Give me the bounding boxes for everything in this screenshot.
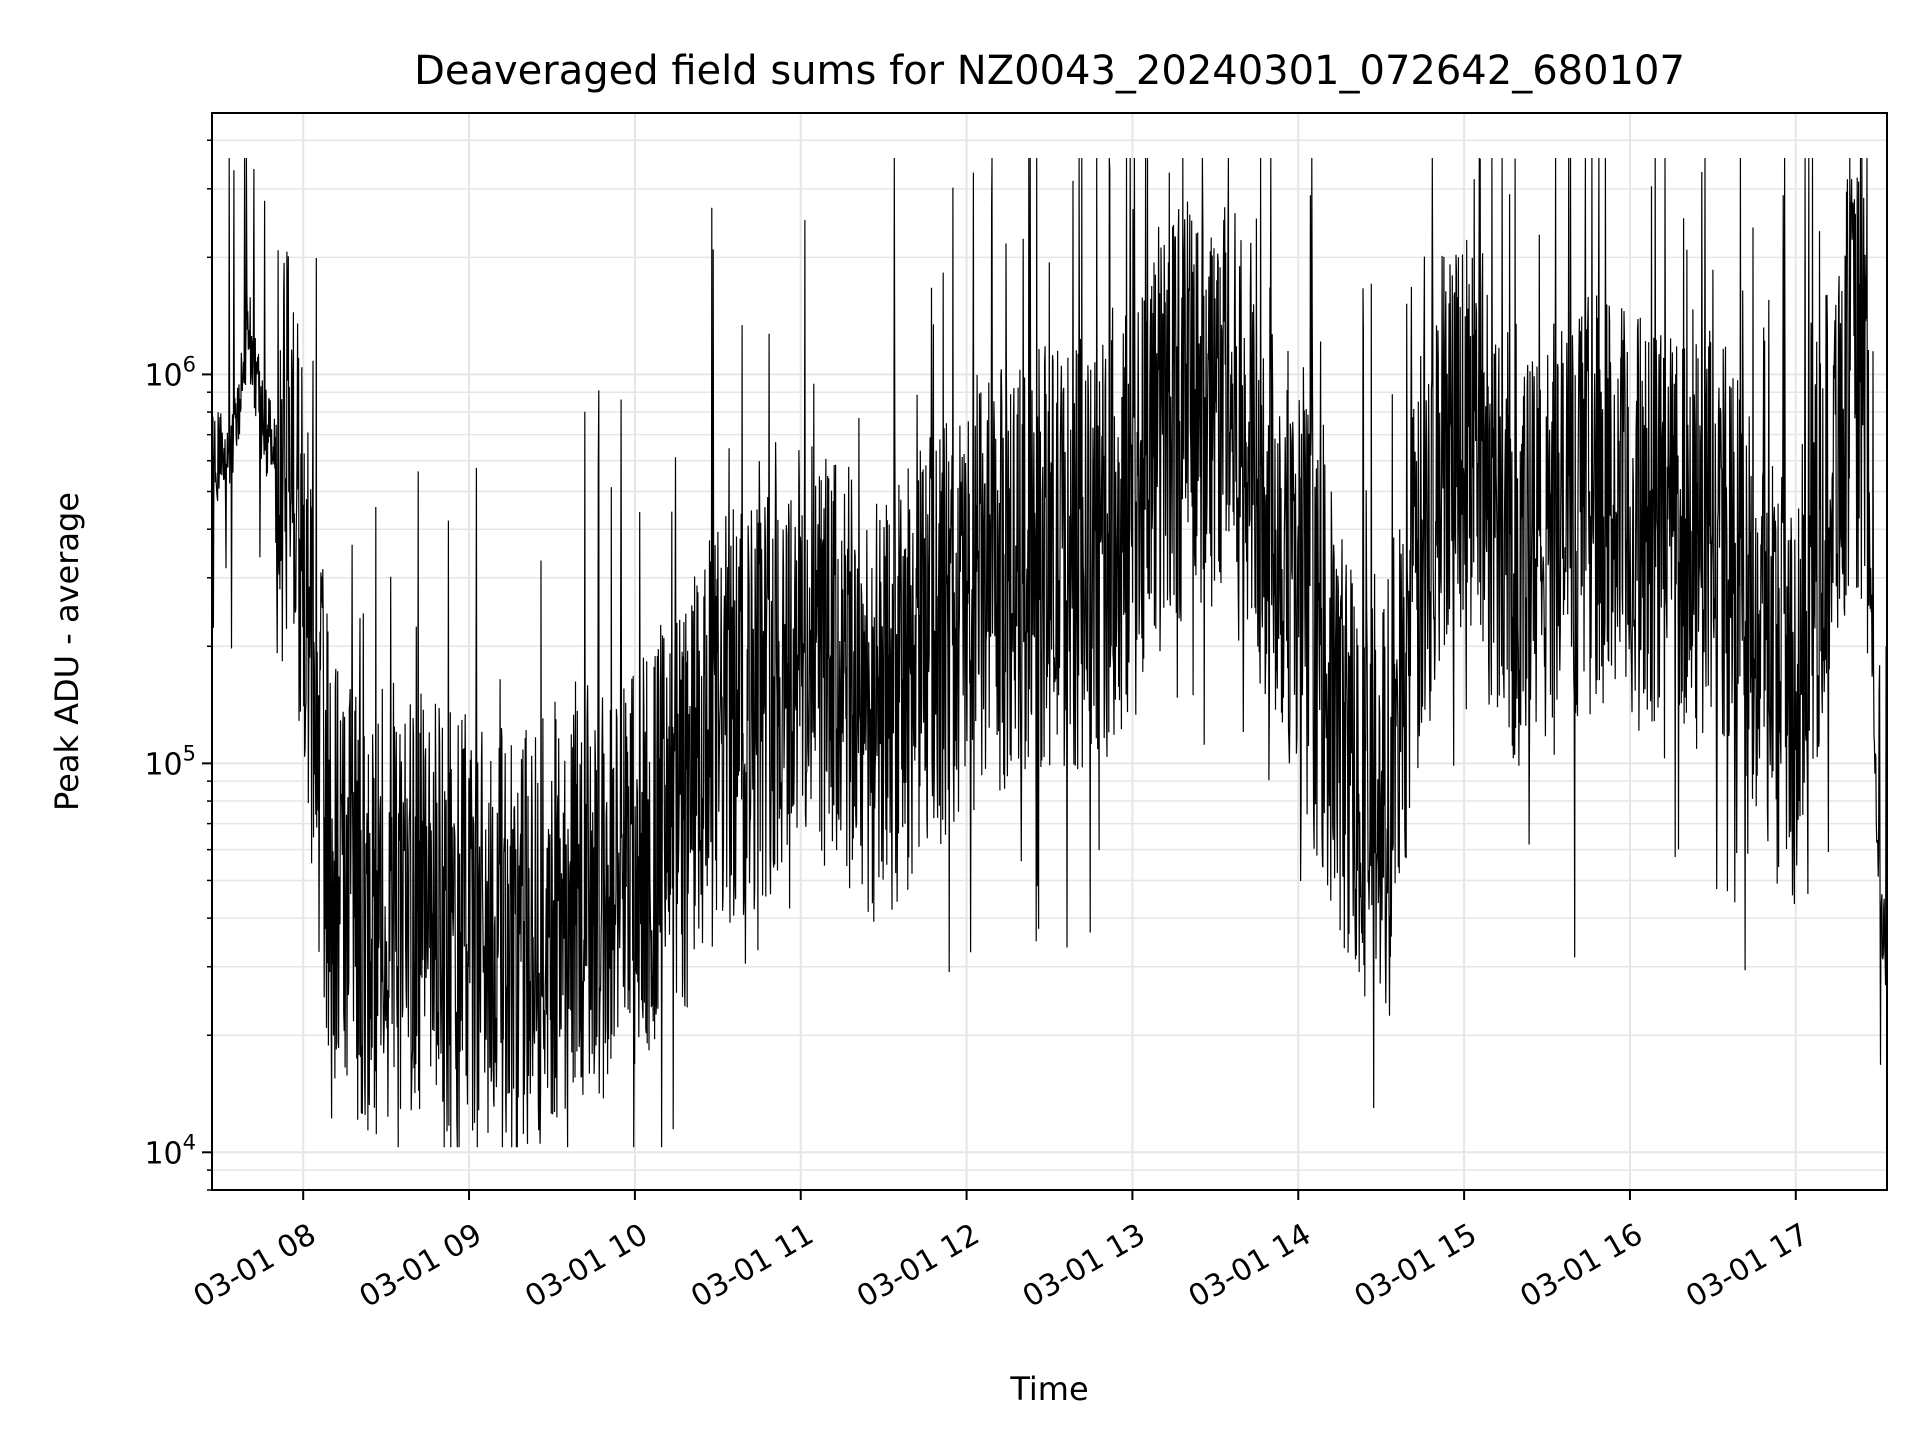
- y-tick-label: 104: [144, 1130, 196, 1171]
- y-tick-label: 105: [144, 741, 196, 782]
- x-axis-label: Time: [1009, 1370, 1088, 1408]
- series-line: [211, 157, 1888, 1148]
- chart-title: Deaveraged field sums for NZ0043_2024030…: [414, 48, 1685, 94]
- series-layer: [211, 157, 1888, 1148]
- y-tick-label: 106: [144, 352, 196, 393]
- plot-frame: [211, 112, 1888, 1191]
- y-axis-label: Peak ADU - average: [48, 492, 86, 811]
